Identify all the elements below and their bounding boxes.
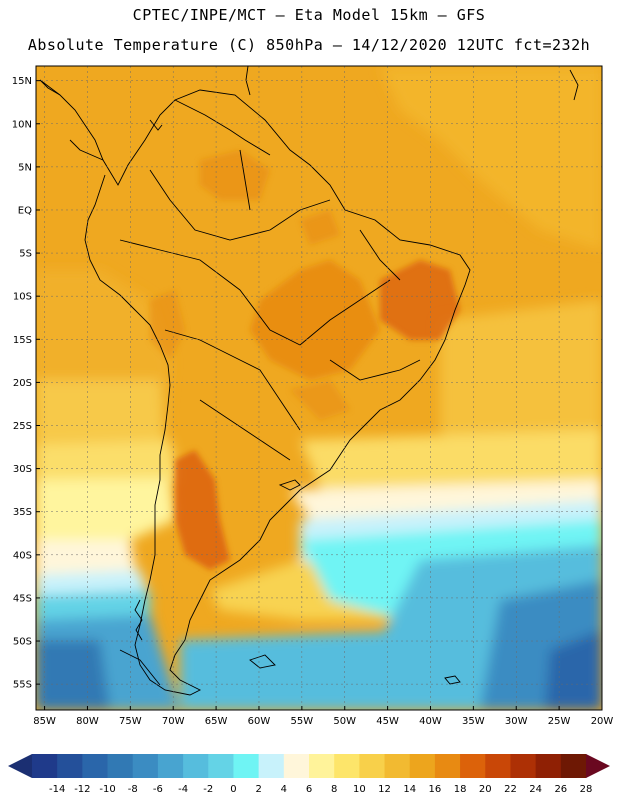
colorbar-label: 4 [281,784,287,795]
lon-label: 35W [462,716,485,727]
colorbar-swatch [32,754,58,778]
colorbar-label: -12 [74,784,90,795]
colorbar-swatch [309,754,335,778]
colorbar-label: 28 [580,784,593,795]
colorbar-swatch [132,754,159,778]
colorbar-swatch [334,754,360,778]
plot-frame [35,65,603,711]
colorbar-label: -10 [99,784,115,795]
colorbar-swatch [208,754,234,778]
lat-label: 35S [13,507,32,518]
colorbar-swatch [434,754,461,778]
lat-label: 45S [13,593,32,604]
colorbar-label: -2 [203,784,213,795]
colorbar-label: 16 [429,784,442,795]
colorbar-swatch [510,754,537,778]
colorbar-swatch [409,754,436,778]
colorbar-label: 0 [230,784,236,795]
lat-label: 10S [13,292,32,303]
lon-label: 20W [591,716,614,727]
colorbar-swatch [82,754,108,778]
colorbar-swatch [359,754,385,778]
colorbar-swatch [283,754,310,778]
lat-label: 30S [13,464,32,475]
lat-label: 5S [19,249,32,260]
lon-label: 55W [291,716,314,727]
lon-label: 60W [248,716,271,727]
lon-label: 70W [162,716,185,727]
colorbar-swatch [258,754,285,778]
colorbar-low-arrow [8,754,32,778]
colorbar-label: 2 [255,784,261,795]
lat-label: 15N [12,76,32,87]
colorbar-label: 12 [378,784,391,795]
lon-label: 75W [119,716,142,727]
colorbar-swatch [107,754,134,778]
lat-label: 40S [13,550,32,561]
lat-label: EQ [18,205,32,216]
coastlines [39,66,579,696]
lon-label: 50W [333,716,356,727]
colorbar-label: 20 [479,784,492,795]
lon-label: 30W [505,716,528,727]
colorbar-label: 10 [353,784,366,795]
colorbar-label: 8 [331,784,337,795]
lat-label: 15S [13,335,32,346]
lat-label: 50S [13,637,32,648]
longitude-labels: 85W 80W 75W 70W 65W 60W 55W 50W 45W 40W 35W 30W 25W 2… [33,716,613,727]
colorbar-swatch [233,754,260,778]
lon-label: 80W [76,716,99,727]
graticule [36,66,602,710]
colorbar-swatch [157,754,184,778]
lon-label: 40W [419,716,442,727]
lat-label: 5N [18,162,32,173]
title-line-1: CPTEC/INPE/MCT – Eta Model 15km – GFS [132,6,486,24]
lon-label: 65W [205,716,228,727]
lat-label: 25S [13,421,32,432]
latitude-labels: 15N 10N 5N EQ 5S 10S 15S 20S 25S 30S 35S 40S 45S 50S 5… [12,76,32,690]
lon-label: 85W [33,716,56,727]
colorbar-high-arrow [586,754,610,778]
title-line-2: Absolute Temperature (C) 850hPa – 14/12/… [27,36,591,54]
lat-label: 20S [13,378,32,389]
temperature-field [36,66,602,710]
lon-label: 45W [376,716,399,727]
colorbar-label: 6 [306,784,312,795]
colorbar-label: -8 [128,784,138,795]
colorbar-label: -6 [153,784,163,795]
colorbar-label: 24 [529,784,542,795]
colorbar-label: 18 [454,784,467,795]
colorbar-label: 26 [554,784,567,795]
colorbar: -14 -12 -10 -8 -6 -4 -2 0 2 4 6 8 10 12 14 16 18 20 22 24 26… [8,754,610,795]
lat-label: 10N [12,119,32,130]
colorbar-swatch [183,754,209,778]
colorbar-label: 14 [403,784,416,795]
lon-label: 25W [548,716,571,727]
colorbar-label: 22 [504,784,517,795]
colorbar-swatch [57,754,83,778]
colorbar-label: -14 [49,784,65,795]
colorbar-swatch [460,754,486,778]
colorbar-label: -4 [178,784,188,795]
lat-label: 55S [13,680,32,691]
colorbar-swatch [384,754,411,778]
colorbar-swatch [535,754,562,778]
colorbar-swatch [485,754,511,778]
colorbar-swatch [560,754,587,778]
axis-ticks [36,80,603,710]
